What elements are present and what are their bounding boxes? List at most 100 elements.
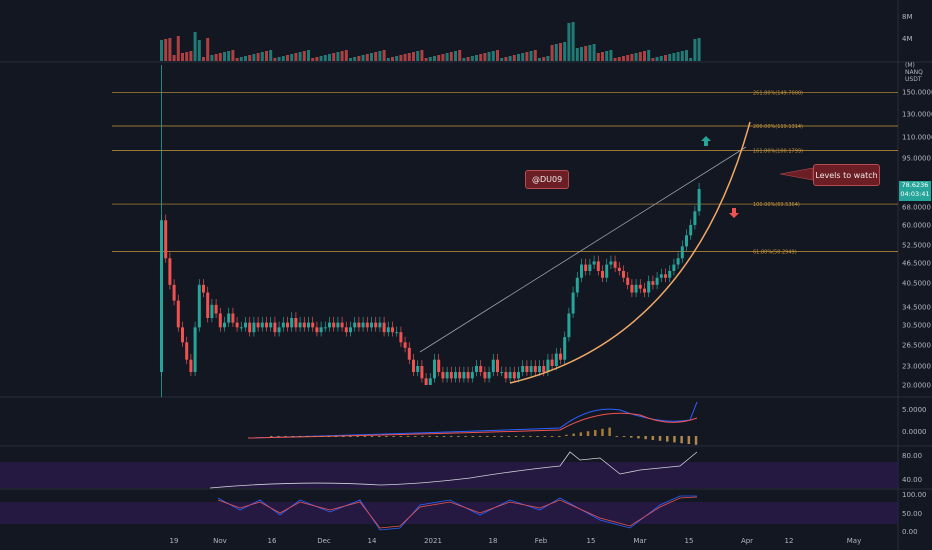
candle-body[interactable] [227, 313, 231, 323]
candle-body[interactable] [340, 322, 344, 328]
candle-body[interactable] [407, 347, 411, 360]
candle-body[interactable] [592, 261, 596, 265]
candle-body[interactable] [655, 277, 659, 285]
candle-body[interactable] [580, 264, 583, 278]
candle-body[interactable] [281, 322, 285, 328]
candle-body[interactable] [487, 372, 491, 379]
candle-body[interactable] [231, 313, 235, 323]
candle-body[interactable] [365, 322, 369, 328]
candle-body[interactable] [273, 322, 277, 333]
candle-body[interactable] [500, 372, 504, 374]
parabolic-curve[interactable] [509, 121, 751, 384]
candle-body[interactable] [475, 366, 478, 373]
candle-body[interactable] [235, 322, 239, 328]
candle-body[interactable] [622, 271, 625, 278]
candle-body[interactable] [248, 322, 252, 333]
candle-body[interactable] [168, 258, 172, 285]
candle-body[interactable] [458, 372, 462, 379]
candle-body[interactable] [420, 366, 424, 379]
candle-body[interactable] [328, 322, 331, 328]
candle-body[interactable] [332, 322, 336, 328]
candle-body[interactable] [441, 372, 445, 379]
candle-body[interactable] [193, 327, 197, 373]
candle-body[interactable] [643, 288, 646, 293]
candle-body[interactable] [357, 322, 361, 328]
candle-body[interactable] [609, 261, 613, 265]
trend-line[interactable] [419, 146, 747, 353]
candle-body[interactable] [391, 327, 394, 333]
candle-body[interactable] [575, 277, 579, 293]
candle-body[interactable] [172, 284, 176, 301]
candle-body[interactable] [630, 284, 634, 293]
candle-body[interactable] [605, 264, 609, 278]
candle-body[interactable] [386, 327, 390, 333]
candle-body[interactable] [491, 359, 495, 373]
candle-body[interactable] [672, 264, 676, 272]
candle-body[interactable] [218, 313, 222, 328]
candle-body[interactable] [185, 342, 189, 360]
candle-body[interactable] [533, 366, 537, 373]
candle-body[interactable] [559, 353, 562, 360]
candle-body[interactable] [315, 327, 319, 333]
candle-body[interactable] [344, 327, 348, 333]
candle-body[interactable] [424, 378, 428, 385]
candle-body[interactable] [521, 366, 525, 373]
candle-body[interactable] [210, 304, 214, 318]
candle-body[interactable] [542, 366, 546, 373]
candle-body[interactable] [638, 284, 642, 289]
candle-body[interactable] [685, 235, 688, 247]
candle-body[interactable] [298, 322, 302, 328]
candle-body[interactable] [466, 372, 470, 379]
candle-body[interactable] [449, 372, 453, 379]
candle-body[interactable] [517, 372, 520, 379]
candle-body[interactable] [370, 322, 373, 328]
candle-body[interactable] [412, 359, 415, 373]
candle-body[interactable] [269, 322, 273, 328]
candle-body[interactable] [260, 322, 264, 328]
candle-body[interactable] [512, 372, 516, 379]
candle-body[interactable] [445, 372, 449, 379]
candle-body[interactable] [290, 317, 294, 328]
candle-body[interactable] [176, 300, 180, 328]
candle-body[interactable] [378, 322, 382, 328]
candle-body[interactable] [626, 277, 630, 285]
candle-body[interactable] [399, 332, 403, 343]
candle-body[interactable] [651, 281, 655, 285]
candle-body[interactable] [256, 322, 260, 328]
candle-body[interactable] [353, 322, 357, 328]
candle-body[interactable] [601, 271, 604, 278]
candle-body[interactable] [181, 327, 184, 343]
candle-body[interactable] [504, 372, 508, 379]
candle-body[interactable] [302, 322, 306, 328]
candle-body[interactable] [525, 366, 529, 373]
candle-body[interactable] [462, 372, 466, 379]
candle-body[interactable] [214, 304, 218, 314]
candle-body[interactable] [239, 327, 243, 329]
candle-body[interactable] [416, 366, 420, 373]
candle-body[interactable] [197, 284, 201, 328]
candle-body[interactable] [428, 378, 432, 385]
candle-body[interactable] [206, 292, 210, 318]
candle-body[interactable] [588, 264, 592, 272]
candle-body[interactable] [613, 261, 617, 268]
candle-body[interactable] [550, 359, 554, 366]
candle-body[interactable] [664, 274, 667, 278]
candle-body[interactable] [311, 322, 315, 328]
candle-body[interactable] [361, 322, 365, 328]
candle-body[interactable] [252, 322, 256, 333]
candle-body[interactable] [470, 372, 474, 379]
candle-body[interactable] [567, 313, 571, 338]
candle-body[interactable] [223, 322, 226, 328]
candle-body[interactable] [693, 211, 697, 225]
candle-body[interactable] [697, 189, 701, 212]
candle-body[interactable] [668, 271, 672, 278]
candle-body[interactable] [538, 366, 541, 373]
candle-body[interactable] [307, 322, 310, 328]
candle-body[interactable] [454, 372, 457, 379]
candle-body[interactable] [554, 353, 558, 366]
levels-callout[interactable]: Levels to watch [813, 164, 880, 186]
candle-body[interactable] [403, 342, 407, 348]
candle-body[interactable] [483, 372, 487, 379]
candle-body[interactable] [433, 359, 436, 379]
